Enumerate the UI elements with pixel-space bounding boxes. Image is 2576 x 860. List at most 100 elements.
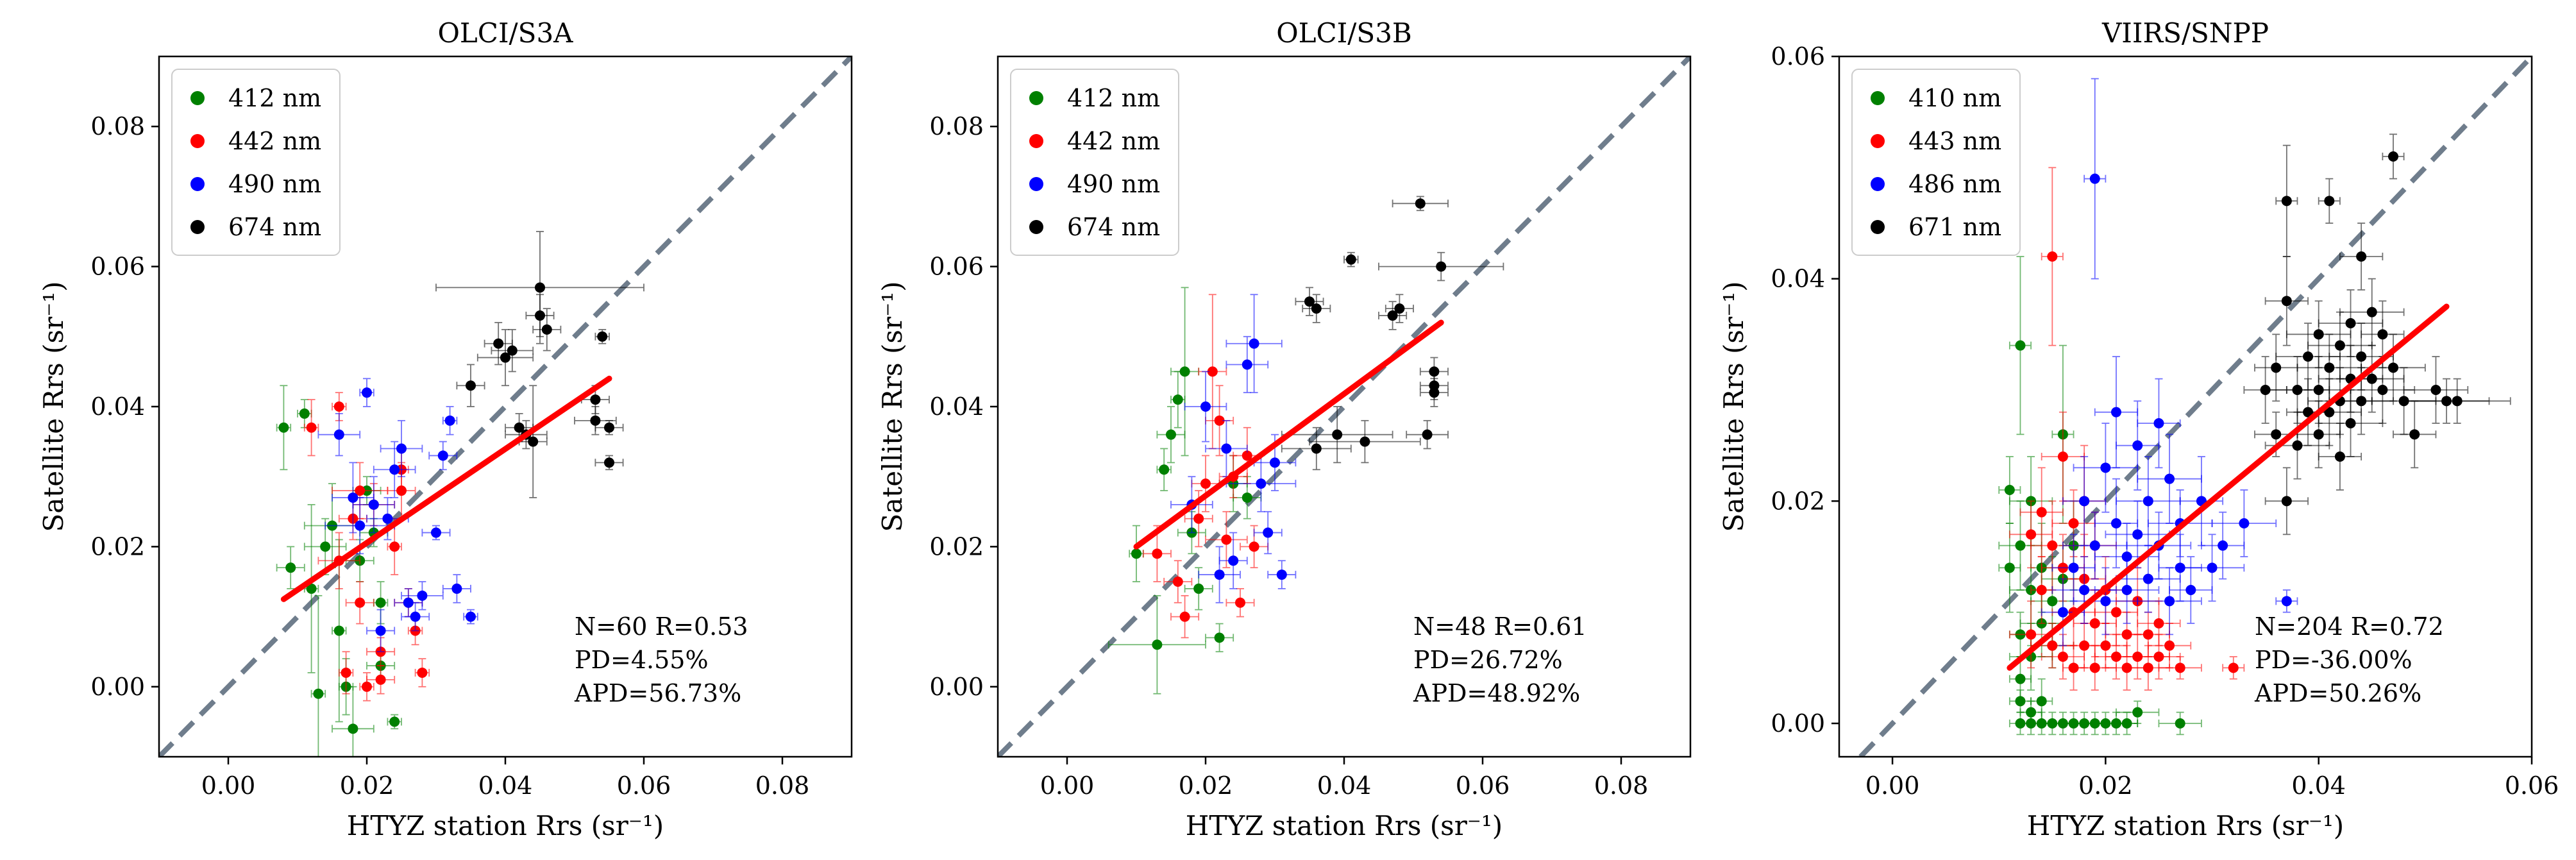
data-point — [2281, 596, 2292, 607]
data-point — [2121, 629, 2132, 640]
data-point — [1179, 611, 1190, 622]
legend-label: 490 nm — [1067, 170, 1160, 198]
data-point — [2324, 196, 2335, 207]
data-point — [2142, 496, 2153, 507]
panel-olci-s3b: 0.00 0.02 0.04 0.06 0.08 0.00 0.02 0.04 0.06 0.08… — [877, 17, 1692, 841]
data-point — [2175, 718, 2185, 729]
legend-label: 671 nm — [1908, 213, 2001, 241]
data-point — [2132, 652, 2143, 662]
y-tick-label: 0.02 — [90, 532, 145, 561]
data-point — [1422, 429, 1433, 440]
data-point — [2345, 418, 2356, 428]
stats-line: N=204 R=0.72 — [2255, 612, 2444, 641]
data-point — [1200, 478, 1211, 489]
data-point — [1172, 394, 1183, 405]
data-point — [2100, 718, 2111, 729]
data-point — [1207, 366, 1218, 377]
data-point — [2121, 552, 2132, 562]
data-point — [1193, 583, 1204, 594]
series-490-nm — [317, 378, 478, 653]
data-point — [2377, 385, 2388, 395]
data-point — [333, 429, 344, 440]
data-point — [2079, 585, 2090, 595]
data-point — [355, 597, 366, 608]
data-point — [500, 352, 510, 363]
data-point — [299, 408, 310, 419]
legend-frame — [171, 69, 341, 256]
data-point — [1429, 366, 1440, 377]
legend-marker — [190, 134, 205, 148]
y-tick-label: 0.04 — [929, 392, 984, 421]
y-tick-label: 0.06 — [929, 253, 984, 281]
data-point — [2292, 440, 2303, 451]
data-point — [2026, 529, 2037, 540]
data-point — [348, 492, 358, 503]
data-point — [389, 464, 400, 475]
data-point — [2047, 640, 2058, 651]
regression-line — [280, 375, 612, 602]
x-tick-label: 0.02 — [340, 771, 394, 800]
data-point — [2345, 318, 2356, 328]
data-point — [1360, 436, 1370, 447]
data-point — [417, 667, 428, 678]
y-axis-label: Satellite Rrs (sr⁻¹) — [877, 282, 908, 532]
plot-area — [1858, 56, 2532, 757]
data-point — [1214, 569, 1225, 580]
data-point — [375, 597, 386, 608]
data-point — [2366, 373, 2377, 384]
data-point — [2292, 385, 2303, 395]
data-point — [1228, 555, 1239, 566]
data-point — [2142, 573, 2153, 584]
data-point — [528, 436, 539, 447]
data-point — [1311, 443, 1322, 454]
y-tick-label: 0.08 — [90, 112, 145, 140]
data-point — [437, 450, 448, 461]
y-axis-label: Satellite Rrs (sr⁻¹) — [1718, 282, 1749, 532]
chart-title: VIIRS/SNPP — [2101, 17, 2269, 49]
data-point — [541, 324, 552, 335]
data-point — [382, 513, 393, 524]
series-671-nm — [2243, 133, 2511, 535]
data-point — [1214, 632, 1225, 643]
data-point — [2079, 718, 2090, 729]
data-point — [403, 597, 414, 608]
data-point — [2036, 696, 2047, 707]
data-point — [2068, 662, 2079, 673]
legend-marker — [1871, 134, 1885, 148]
data-point — [2303, 407, 2314, 417]
data-point — [2218, 540, 2228, 551]
data-point — [1159, 464, 1170, 475]
data-point — [313, 688, 324, 699]
data-point — [2153, 652, 2164, 662]
data-point — [1242, 492, 1252, 503]
data-point — [451, 583, 462, 594]
data-point — [368, 499, 379, 510]
data-point — [535, 310, 545, 321]
data-point — [1221, 443, 1232, 454]
data-point — [2057, 451, 2068, 462]
stats-line: APD=56.73% — [574, 679, 741, 707]
data-point — [1415, 198, 1426, 209]
data-point — [2260, 385, 2271, 395]
data-point — [2100, 596, 2111, 607]
data-point — [1166, 429, 1176, 440]
legend-label: 486 nm — [1908, 170, 2001, 198]
data-point — [2089, 173, 2100, 184]
x-tick-label: 0.00 — [1865, 771, 1920, 800]
data-point — [2132, 529, 2143, 540]
data-point — [2164, 473, 2175, 484]
plot-area — [159, 56, 852, 757]
data-point — [2111, 518, 2121, 528]
data-point — [2334, 340, 2345, 351]
data-point — [1214, 415, 1225, 426]
data-point — [2121, 718, 2132, 729]
x-tick-label: 0.04 — [2291, 771, 2346, 800]
data-point — [1235, 597, 1245, 608]
data-point — [431, 527, 441, 538]
data-point — [1394, 303, 1405, 314]
data-point — [2111, 407, 2121, 417]
data-point — [2015, 718, 2026, 729]
data-point — [1152, 639, 1163, 650]
data-point — [320, 541, 331, 552]
data-point — [2068, 562, 2079, 573]
